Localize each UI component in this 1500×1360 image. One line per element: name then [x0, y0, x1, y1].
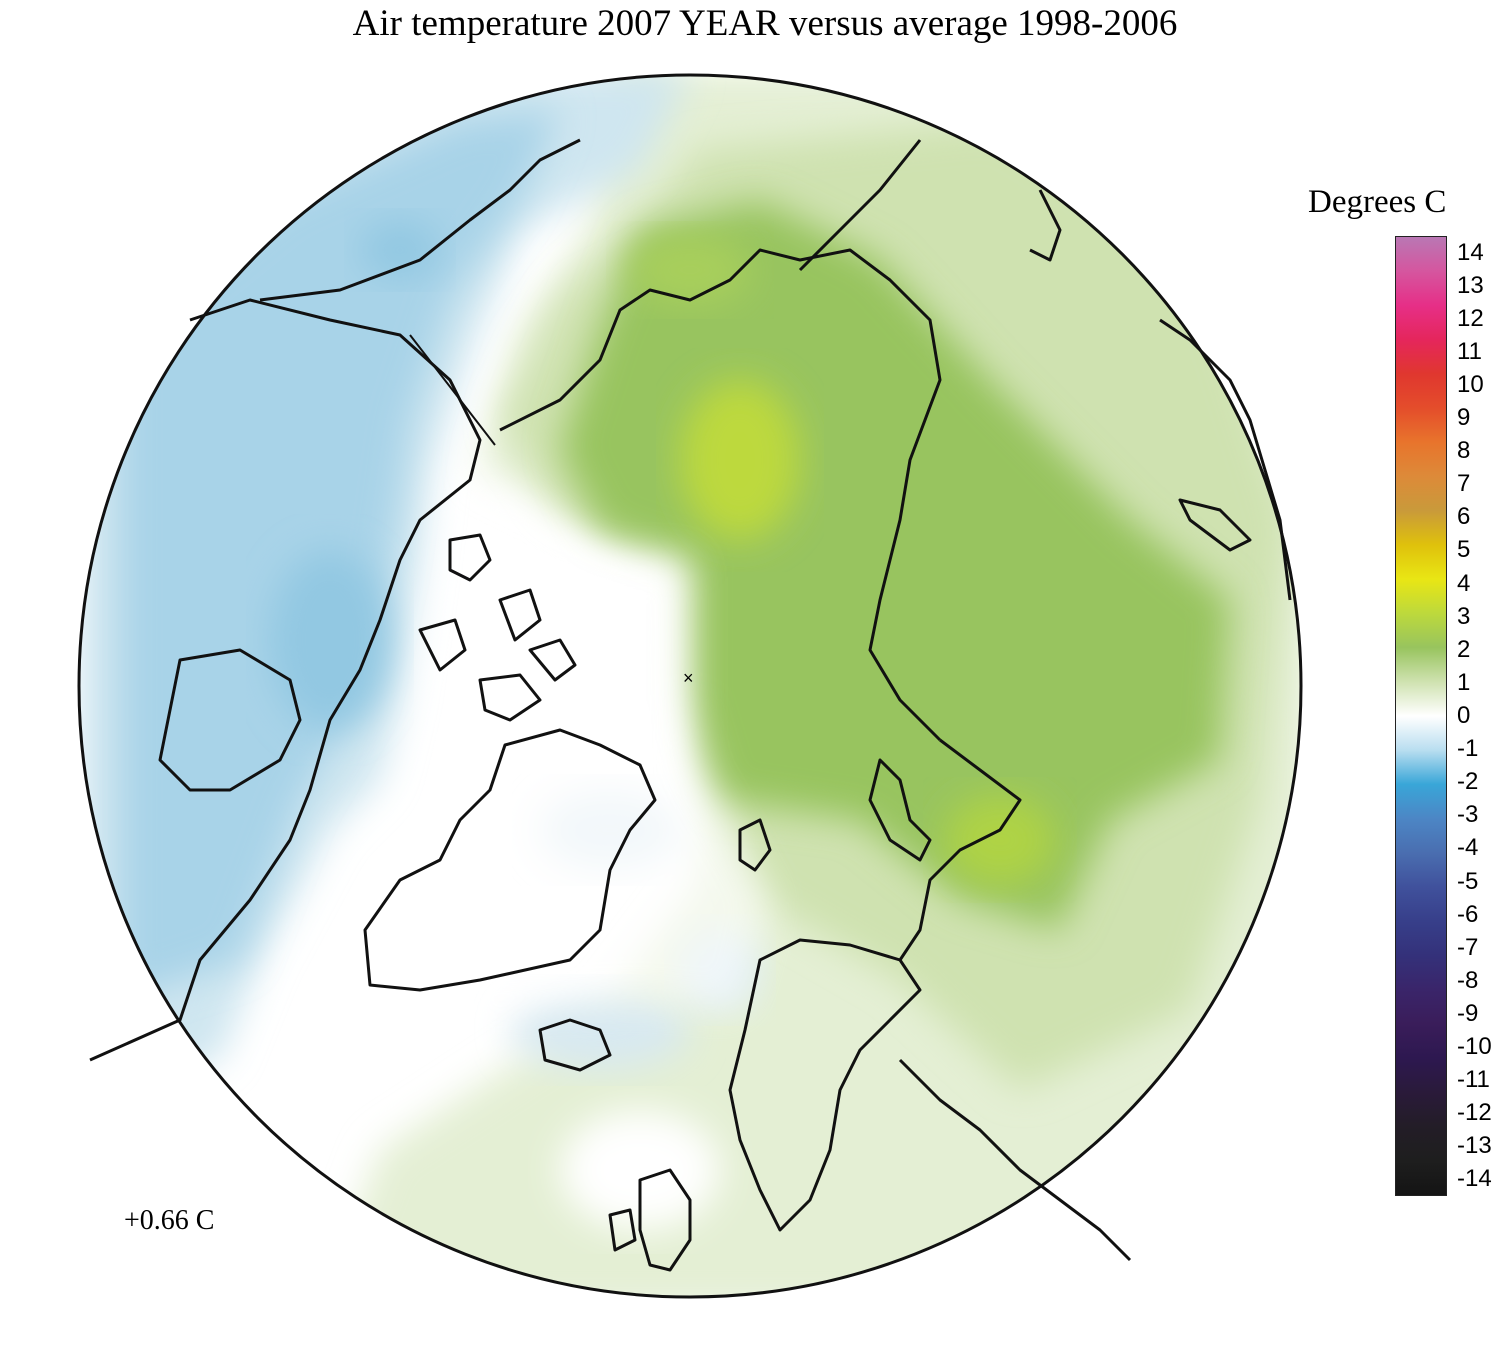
colorbar-tick-label: -2	[1457, 768, 1479, 796]
colorbar-tick-label: 4	[1457, 569, 1471, 597]
coastline-scandinavia	[728, 938, 922, 1232]
colorbar-tick-label: 10	[1457, 370, 1484, 398]
coastline-hudson-bay	[158, 648, 302, 792]
dateline	[409, 334, 496, 446]
colorbar-tick-label: -6	[1457, 900, 1479, 928]
coastline-east-asia	[1159, 318, 1292, 601]
coastline-chukotka	[798, 139, 922, 272]
colorbar-tick-label: 8	[1457, 437, 1471, 465]
colorbar-tick-label: 1	[1457, 668, 1471, 696]
colorbar-tick-label: -14	[1457, 1165, 1492, 1193]
colorbar-tick-label: 9	[1457, 404, 1471, 432]
colorbar	[1395, 236, 1447, 1196]
colorbar-tick-label: 11	[1457, 337, 1482, 365]
coastline-caspian	[1178, 498, 1252, 552]
coastline-ireland	[608, 1208, 637, 1252]
coastline-kamchatka	[1029, 189, 1062, 262]
colorbar-tick-label: -1	[1457, 735, 1479, 763]
mean-anomaly-label: +0.66 C	[124, 1205, 215, 1236]
coastline-alaska	[259, 138, 581, 302]
colorbar-tick-label: 6	[1457, 503, 1471, 531]
coastline-north-america	[89, 298, 482, 1062]
coastline-siberia	[499, 248, 942, 742]
coastline-svalbard	[738, 818, 772, 872]
colorbar-tick-label: -3	[1457, 801, 1479, 829]
coastline-novaya-zemlya	[868, 758, 932, 862]
coastline-archipelago-1	[448, 533, 492, 582]
coastlines	[89, 138, 1292, 1272]
colorbar-tick-label: -10	[1457, 1033, 1492, 1061]
coastline-british-isles	[638, 1168, 692, 1272]
colorbar-tick-label: 0	[1457, 702, 1471, 729]
colorbar-tick-label: -8	[1457, 966, 1479, 994]
colorbar-tick-label: 7	[1457, 470, 1471, 498]
colorbar-tick-label: 12	[1457, 304, 1484, 332]
coastline-archipelago-4	[478, 673, 542, 722]
coastline-greenland	[363, 728, 657, 992]
map-title: Air temperature 2007 YEAR versus average…	[352, 3, 1178, 44]
colorbar-tick-label: -9	[1457, 999, 1479, 1027]
legend-title: Degrees C	[1308, 184, 1447, 220]
colorbar-tick-label: 14	[1457, 238, 1484, 266]
coastline-iceland	[538, 1018, 612, 1072]
coastline-archipelago-5	[528, 638, 577, 682]
colorbar-tick-label: 2	[1457, 635, 1471, 663]
colorbar-tick-label: 3	[1457, 602, 1471, 630]
map-boundary-circle	[77, 73, 1303, 1299]
coastline-europe	[898, 1058, 1132, 1262]
colorbar-tick-label: -4	[1457, 834, 1479, 862]
north-pole-marker: ×	[683, 668, 694, 688]
colorbar-tick-label: -7	[1457, 933, 1479, 961]
colorbar-tick-label: 5	[1457, 536, 1471, 564]
colorbar-tick-label: -13	[1457, 1132, 1492, 1160]
coastline-kara-sea	[898, 738, 1022, 961]
colorbar-tick-label: 13	[1457, 271, 1484, 299]
colorbar-tick-label: -12	[1457, 1099, 1492, 1127]
coastline-archipelago-2	[498, 588, 542, 642]
colorbar-tick-label: -5	[1457, 867, 1479, 895]
coastline-archipelago-3	[418, 618, 467, 672]
colorbar-tick-label: -11	[1457, 1066, 1490, 1094]
